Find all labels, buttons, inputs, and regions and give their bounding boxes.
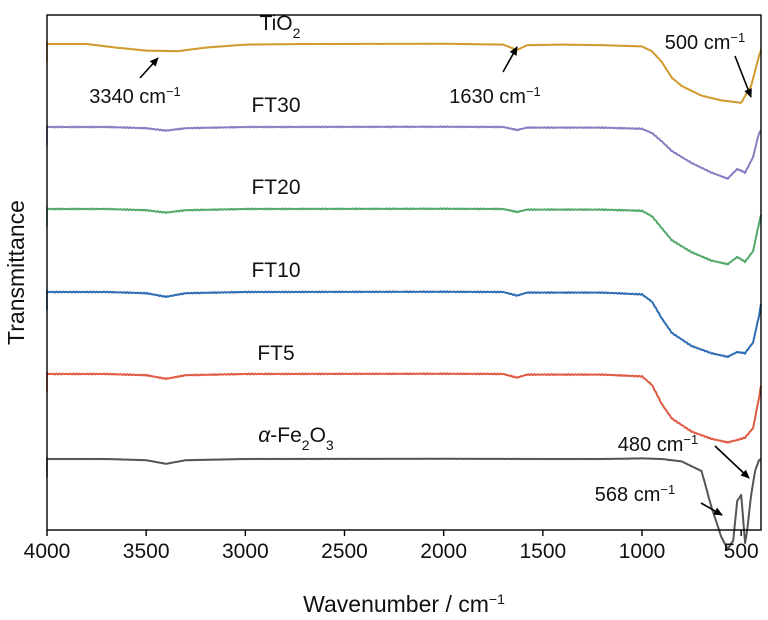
x-tick-label-7: 500 bbox=[724, 540, 759, 563]
annotation-sup: −1 bbox=[660, 482, 675, 497]
annotation-arrow-0 bbox=[139, 57, 159, 79]
series-label-sub: 2 bbox=[302, 437, 310, 453]
series-line-3 bbox=[46, 290, 762, 359]
series-label-main: FT20 bbox=[251, 176, 300, 199]
series-label-2: FT20 bbox=[251, 176, 300, 199]
annotation-sup: −1 bbox=[526, 84, 541, 99]
series-label-4: FT5 bbox=[257, 342, 294, 365]
annotation-text: 1630 cm bbox=[449, 86, 526, 108]
series-label-0: TiO2 bbox=[260, 12, 301, 41]
series-label-3: FT10 bbox=[251, 259, 300, 282]
x-axis-title-text: Wavenumber / cm bbox=[303, 591, 489, 617]
series-label-sub: 2 bbox=[293, 25, 301, 41]
series-line-0 bbox=[46, 42, 762, 104]
series-label-mid: O bbox=[310, 424, 326, 447]
x-tick-label-6: 1000 bbox=[619, 540, 666, 563]
series-line-5 bbox=[46, 457, 762, 551]
series-label-main: TiO bbox=[260, 12, 293, 35]
annotation-label-2: 500 cm−1 bbox=[665, 30, 745, 55]
x-axis-title-sup: −1 bbox=[489, 591, 505, 607]
annotation-text: 500 cm bbox=[665, 32, 731, 54]
series-label-1: FT30 bbox=[251, 94, 300, 117]
series-label-prefix: α bbox=[258, 424, 271, 447]
annotation-label-0: 3340 cm−1 bbox=[89, 84, 181, 109]
annotation-sup: −1 bbox=[730, 30, 745, 45]
series-label-main: FT30 bbox=[251, 94, 300, 117]
annotation-arrow-2 bbox=[734, 55, 752, 98]
annotation-text: 568 cm bbox=[595, 484, 661, 506]
plot-frame bbox=[46, 14, 762, 531]
annotation-arrow-4 bbox=[700, 502, 723, 516]
x-axis-title: Wavenumber / cm−1 bbox=[303, 591, 505, 617]
x-axis: 4000 3500 3000 2500 2000 1500 1000 500 bbox=[24, 530, 759, 563]
series-label-main: FT10 bbox=[251, 259, 300, 282]
x-tick-label-3: 2500 bbox=[321, 540, 368, 563]
series-label-main: FT5 bbox=[257, 342, 294, 365]
x-tick-label-2: 3000 bbox=[222, 540, 269, 563]
series-line-4 bbox=[46, 372, 762, 444]
annotation-arrow-1 bbox=[502, 46, 518, 73]
y-axis-title: Transmittance bbox=[3, 200, 29, 345]
annotation-label-3: 480 cm−1 bbox=[618, 432, 698, 457]
annotation-text: 480 cm bbox=[618, 434, 684, 456]
x-tick-label-1: 3500 bbox=[123, 540, 170, 563]
series-label-sub: 3 bbox=[326, 437, 334, 453]
x-tick-label-5: 1500 bbox=[519, 540, 566, 563]
annotation-arrow-3 bbox=[714, 445, 750, 479]
annotation-sup: −1 bbox=[683, 432, 698, 447]
series-line-1 bbox=[46, 125, 762, 180]
annotation-label-1: 1630 cm−1 bbox=[449, 84, 541, 109]
series-label-main: -Fe bbox=[270, 424, 302, 447]
x-tick-label-0: 4000 bbox=[24, 540, 71, 563]
annotation-label-4: 568 cm−1 bbox=[595, 482, 675, 507]
annotation-text: 3340 cm bbox=[89, 86, 166, 108]
x-tick-label-4: 2000 bbox=[420, 540, 467, 563]
series-line-2 bbox=[46, 207, 762, 266]
annotation-sup: −1 bbox=[166, 84, 181, 99]
series-label-5: α-Fe2O3 bbox=[258, 424, 334, 453]
